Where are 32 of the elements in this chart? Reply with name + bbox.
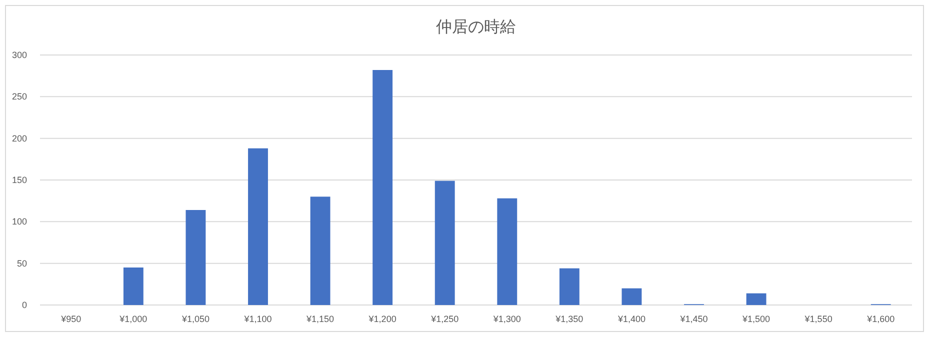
y-tick-label: 200	[12, 133, 27, 144]
x-tick-label: ¥1,400	[616, 314, 646, 324]
bar	[372, 70, 393, 305]
x-tick-label: ¥1,300	[492, 314, 521, 324]
bar	[248, 148, 268, 305]
bar	[434, 180, 455, 305]
bar	[497, 198, 518, 305]
x-tick-label: ¥1,050	[180, 314, 210, 324]
y-tick-label: 50	[16, 258, 27, 268]
y-tick-label: 150	[12, 175, 27, 185]
bar	[746, 293, 766, 305]
y-tick-label: 250	[12, 92, 27, 102]
x-tick-label: ¥1,000	[118, 314, 148, 324]
x-tick-label: ¥950	[60, 314, 82, 324]
x-tick-label: ¥1,100	[243, 314, 272, 324]
y-tick-label: 0	[22, 300, 27, 310]
x-tick-label: ¥1,550	[804, 314, 832, 324]
x-tick-label: ¥1,350	[554, 314, 584, 324]
x-tick-label: ¥1,600	[866, 314, 895, 324]
bar	[186, 210, 206, 305]
bar	[310, 196, 330, 305]
x-tick-label: ¥1,150	[306, 314, 334, 324]
x-tick-label: ¥1,500	[742, 314, 770, 324]
y-tick-label: 300	[12, 50, 27, 60]
x-tick-label: ¥1,250	[430, 314, 459, 324]
y-tick-label: 100	[12, 216, 27, 227]
bar	[123, 268, 144, 305]
x-tick-label: ¥1,200	[368, 314, 396, 324]
x-tick-label: ¥1,450	[679, 314, 708, 324]
bar	[559, 268, 580, 305]
chart-title: 仲居の時給	[436, 18, 516, 36]
bar	[622, 288, 642, 305]
